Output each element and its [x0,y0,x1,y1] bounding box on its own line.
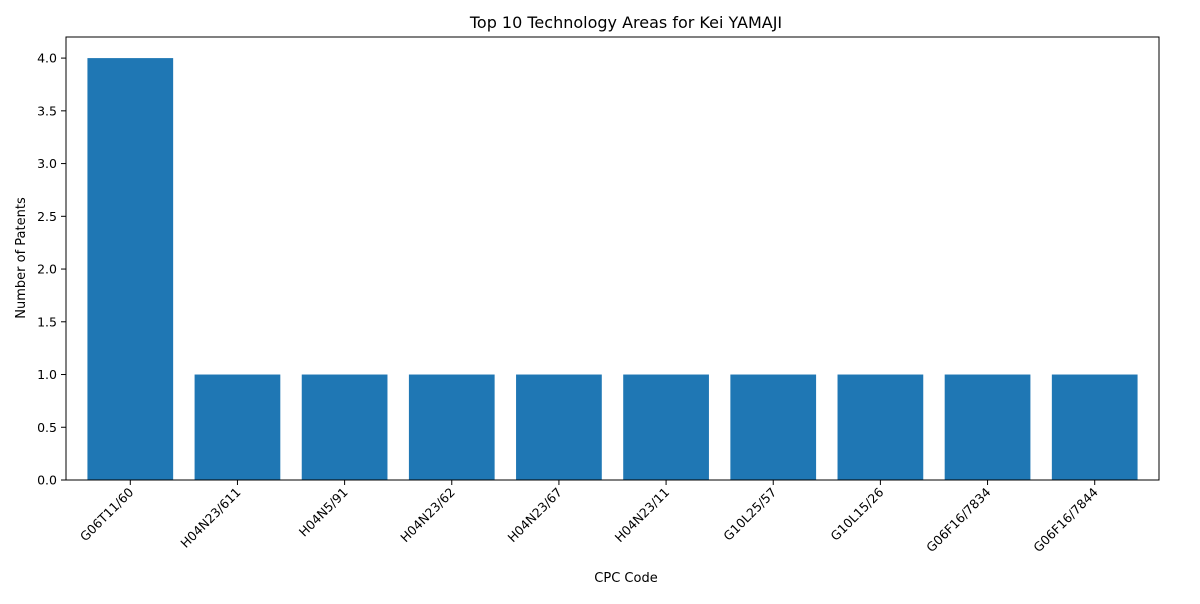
y-tick-label: 0.0 [37,473,57,488]
bar [302,375,388,480]
y-tick-label: 4.0 [37,51,57,66]
bar [516,375,602,480]
bar [945,375,1031,480]
bar [87,58,173,480]
x-tick-label: H04N23/67 [504,485,565,546]
x-tick-label: H04N23/611 [177,485,243,551]
x-tick-label: G10L25/57 [720,485,779,544]
y-tick-label: 1.5 [37,314,57,329]
x-tick-label: H04N23/11 [612,485,673,546]
bar [1052,375,1138,480]
x-tick-label: H04N23/62 [397,485,458,546]
y-tick-label: 3.5 [37,103,57,118]
x-tick-label: G06F16/7834 [923,484,994,555]
y-tick-label: 2.5 [37,209,57,224]
plot-area [87,58,1137,480]
y-axis-label: Number of Patents [14,197,29,319]
y-tick-label: 0.5 [37,420,57,435]
y-tick-label: 2.0 [37,262,57,277]
bar [623,375,709,480]
x-tick-label: G10L15/26 [827,484,886,543]
bar [195,375,281,480]
bar [838,375,924,480]
y-tick-label: 3.0 [37,156,57,171]
x-axis-label: CPC Code [594,571,657,586]
chart-title: Top 10 Technology Areas for Kei YAMAJI [469,13,782,32]
x-tick-label: G06F16/7844 [1030,484,1101,555]
y-tick-label: 1.0 [37,367,57,382]
x-tick-label: G06T11/60 [77,484,137,544]
bar [409,375,495,480]
y-axis: 0.0 0.5 1.0 1.5 2.0 2.5 3.0 3.5 4.0 [37,51,66,488]
x-tick-label: H04N5/91 [296,485,351,540]
bar [730,375,816,480]
x-axis: G06T11/60 H04N23/611 H04N5/91 H04N23/62 H04N… [77,480,1101,555]
